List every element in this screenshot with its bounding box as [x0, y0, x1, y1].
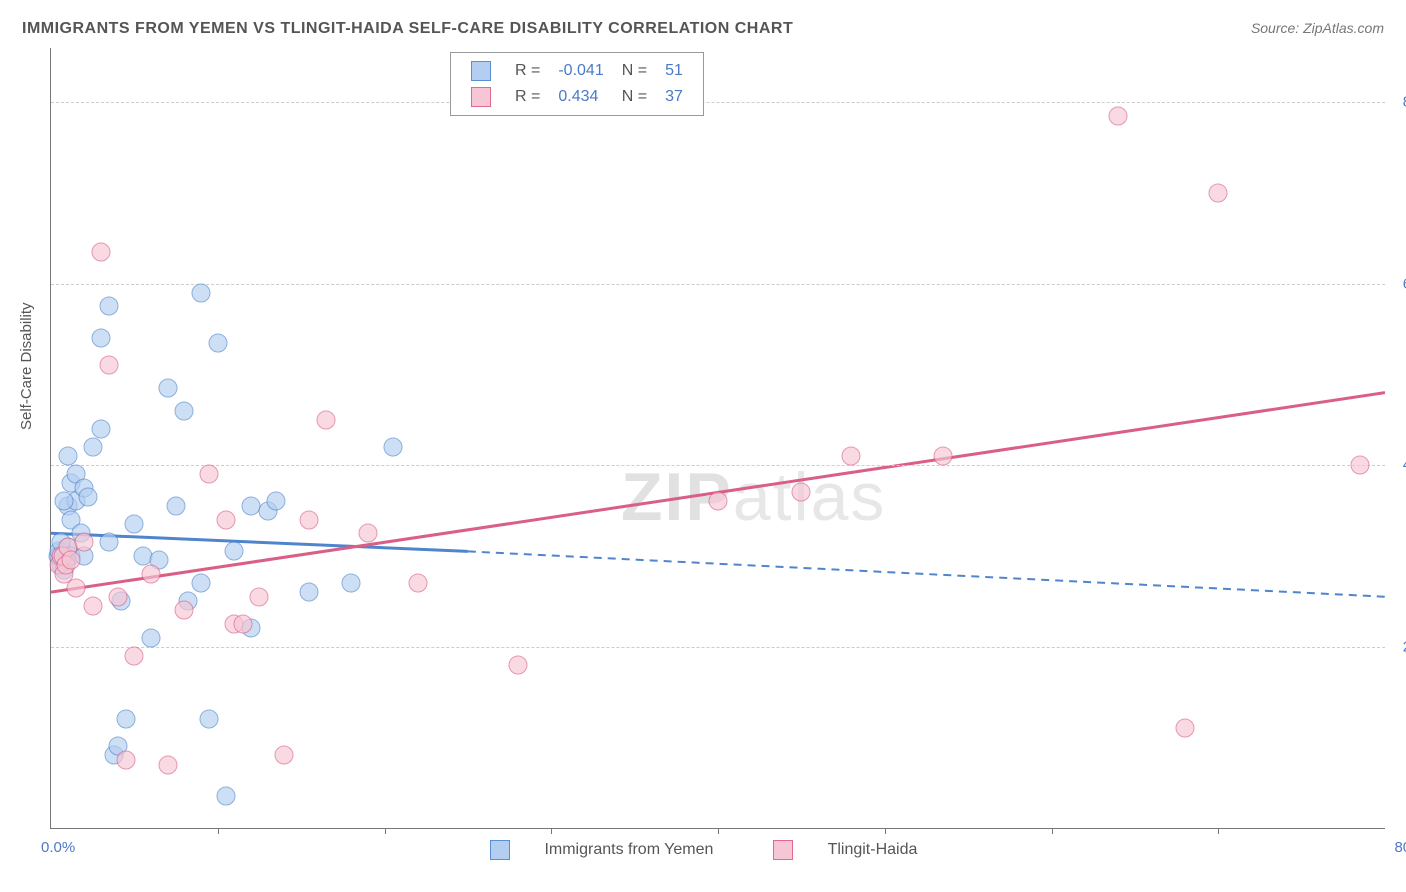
scatter-point: [175, 401, 194, 420]
scatter-point: [142, 565, 161, 584]
scatter-point: [342, 574, 361, 593]
scatter-point: [792, 483, 811, 502]
x-tick-start: 0.0%: [41, 839, 75, 856]
scatter-point: [200, 710, 219, 729]
legend-n-value: 37: [657, 85, 691, 109]
x-tick-end: 80.0%: [1394, 839, 1406, 856]
scatter-point: [275, 746, 294, 765]
scatter-point: [1350, 456, 1369, 475]
scatter-point: [250, 587, 269, 606]
scatter-point: [200, 465, 219, 484]
scatter-point: [1209, 184, 1228, 203]
scatter-point: [225, 542, 244, 561]
legend-n-label: N =: [614, 85, 655, 109]
scatter-point: [175, 601, 194, 620]
scatter-point: [383, 438, 402, 457]
scatter-point: [58, 447, 77, 466]
scatter-point: [108, 587, 127, 606]
scatter-point: [78, 487, 97, 506]
legend-n-value: 51: [657, 59, 691, 83]
legend-stats-box: R =-0.041N =51R =0.434N =37: [450, 52, 704, 116]
scatter-point: [1109, 107, 1128, 126]
scatter-point: [192, 283, 211, 302]
scatter-point: [842, 447, 861, 466]
scatter-point: [217, 787, 236, 806]
scatter-point: [67, 578, 86, 597]
scatter-point: [267, 492, 286, 511]
scatter-point: [508, 655, 527, 674]
legend-r-value: -0.041: [550, 59, 611, 83]
scatter-point: [92, 419, 111, 438]
legend-series: Immigrants from Yemen Tlingit-Haida: [490, 840, 977, 860]
scatter-point: [83, 596, 102, 615]
scatter-point: [358, 524, 377, 543]
scatter-point: [158, 379, 177, 398]
regression-lines-layer: [51, 48, 1385, 828]
legend-r-value: 0.434: [550, 85, 611, 109]
scatter-point: [75, 533, 94, 552]
scatter-point: [158, 755, 177, 774]
scatter-point: [167, 497, 186, 516]
scatter-point: [709, 492, 728, 511]
x-tick-mark: [385, 828, 386, 834]
x-tick-mark: [1052, 828, 1053, 834]
scatter-point: [100, 356, 119, 375]
gridline-h: [51, 284, 1385, 285]
gridline-h: [51, 102, 1385, 103]
scatter-point: [300, 583, 319, 602]
x-tick-mark: [1218, 828, 1219, 834]
scatter-point: [192, 574, 211, 593]
scatter-plot-area: ZIPatlas 2.0%4.0%6.0%8.0%0.0%80.0%: [50, 48, 1385, 829]
scatter-point: [92, 243, 111, 262]
scatter-point: [208, 333, 227, 352]
legend-stat-row: R =0.434N =37: [463, 85, 691, 109]
x-tick-mark: [218, 828, 219, 834]
scatter-point: [934, 447, 953, 466]
scatter-point: [142, 628, 161, 647]
scatter-point: [1175, 719, 1194, 738]
legend-n-label: N =: [614, 59, 655, 83]
scatter-point: [117, 710, 136, 729]
scatter-point: [83, 438, 102, 457]
scatter-point: [233, 614, 252, 633]
y-axis-label: Self-Care Disability: [18, 302, 35, 430]
legend-swatch-icon: [773, 840, 793, 860]
scatter-point: [408, 574, 427, 593]
chart-title: IMMIGRANTS FROM YEMEN VS TLINGIT-HAIDA S…: [22, 20, 793, 38]
source-credit: Source: ZipAtlas.com: [1251, 20, 1384, 36]
x-tick-mark: [551, 828, 552, 834]
scatter-point: [92, 329, 111, 348]
x-tick-mark: [718, 828, 719, 834]
legend-series-label: Immigrants from Yemen: [544, 841, 713, 858]
legend-series-item: Immigrants from Yemen: [490, 841, 743, 858]
scatter-point: [55, 492, 74, 511]
legend-series-label: Tlingit-Haida: [828, 841, 918, 858]
scatter-point: [100, 533, 119, 552]
legend-swatch-icon: [471, 87, 491, 107]
scatter-point: [125, 515, 144, 534]
scatter-point: [100, 297, 119, 316]
legend-r-label: R =: [507, 85, 548, 109]
legend-series-item: Tlingit-Haida: [773, 841, 947, 858]
regression-line-dashed: [468, 551, 1385, 596]
scatter-point: [217, 510, 236, 529]
scatter-point: [300, 510, 319, 529]
gridline-h: [51, 465, 1385, 466]
watermark-text: ZIPatlas: [621, 458, 886, 536]
scatter-point: [317, 410, 336, 429]
legend-swatch-icon: [471, 61, 491, 81]
legend-swatch-icon: [490, 840, 510, 860]
x-tick-mark: [885, 828, 886, 834]
scatter-point: [117, 750, 136, 769]
scatter-point: [62, 551, 81, 570]
gridline-h: [51, 647, 1385, 648]
legend-stat-row: R =-0.041N =51: [463, 59, 691, 83]
scatter-point: [125, 646, 144, 665]
legend-r-label: R =: [507, 59, 548, 83]
